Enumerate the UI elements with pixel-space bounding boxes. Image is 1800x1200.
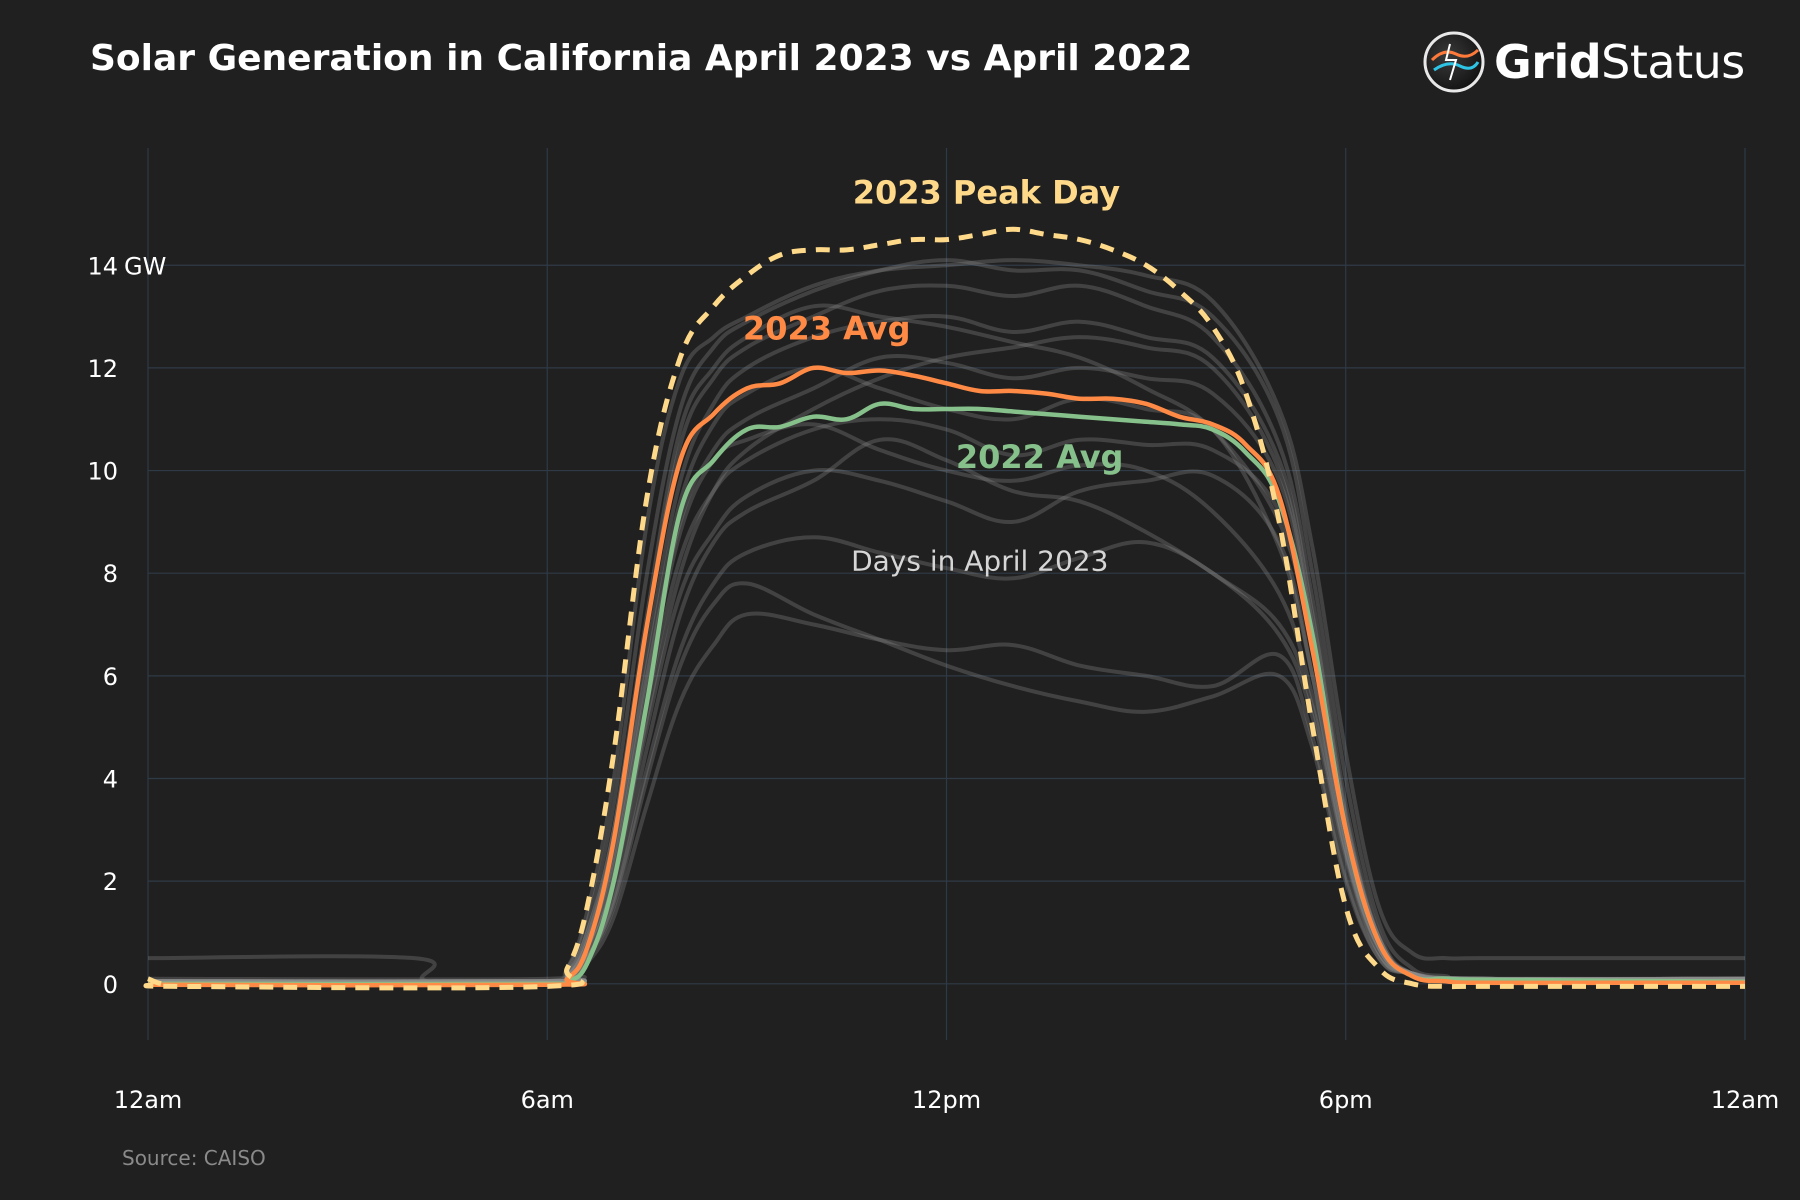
x-tick-label: 12pm xyxy=(912,1086,981,1114)
x-tick-label: 6am xyxy=(521,1086,574,1114)
y-tick-label: 10 xyxy=(87,458,118,486)
y-tick-label: 12 xyxy=(87,355,118,383)
brand-name: GridStatus xyxy=(1494,35,1745,89)
x-tick-label: 6pm xyxy=(1319,1086,1373,1114)
annotation-2023-peak-day: 2023 Peak Day xyxy=(853,174,1121,212)
brand-name-bold: Grid xyxy=(1494,35,1602,89)
day-line xyxy=(147,258,1746,982)
y-unit-label: GW xyxy=(124,252,166,280)
y-tick-label: 6 xyxy=(103,663,118,691)
average-lines xyxy=(143,226,1746,991)
annotation-2022-avg: 2022 Avg xyxy=(956,438,1124,476)
x-tick-label: 12am xyxy=(114,1086,183,1114)
y-tick-label: 14 xyxy=(87,252,118,280)
axis-ticks: 12am 6am 12pm 6pm 12am 0 2 4 6 8 10 12 14 GW xyxy=(87,252,1779,1114)
y-tick-label: 2 xyxy=(103,868,118,896)
day-line xyxy=(147,581,1746,984)
x-tick-label: 12am xyxy=(1711,1086,1780,1114)
grid-lines xyxy=(147,148,1746,1040)
annotation-2023-avg: 2023 Avg xyxy=(743,310,911,348)
annotation-days-in-april-2023: Days in April 2023 xyxy=(851,545,1108,578)
gridstatus-logo-icon xyxy=(1423,31,1485,93)
source-note: Source: CAISO xyxy=(122,1146,266,1170)
annotations: 2023 Peak Day 2023 Avg 2022 Avg Days in Apr… xyxy=(743,174,1124,578)
2023-avg-line xyxy=(147,365,1745,988)
y-tick-label: 0 xyxy=(103,971,118,999)
brand-name-regular: Status xyxy=(1601,35,1745,89)
day-line xyxy=(147,535,1746,984)
y-tick-label: 4 xyxy=(103,766,118,794)
2023-peak-day-line xyxy=(143,226,1745,991)
y-tick-label: 8 xyxy=(103,560,118,588)
brand-logo: GridStatus xyxy=(1422,26,1745,98)
day-line xyxy=(147,314,1746,984)
chart-title: Solar Generation in California April 202… xyxy=(90,38,1193,79)
day-line xyxy=(147,283,1746,984)
